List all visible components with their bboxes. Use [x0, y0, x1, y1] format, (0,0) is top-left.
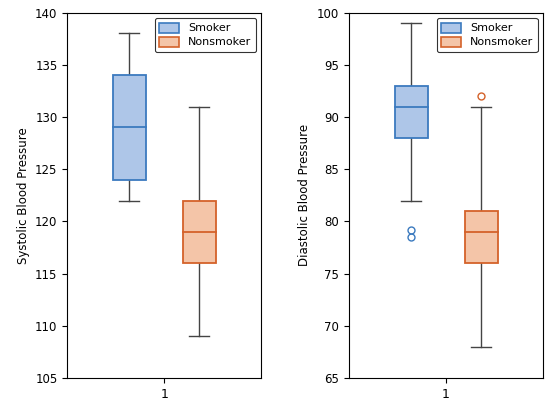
- Y-axis label: Diastolic Blood Pressure: Diastolic Blood Pressure: [298, 124, 311, 266]
- Bar: [113, 75, 146, 180]
- Legend: Smoker, Nonsmoker: Smoker, Nonsmoker: [437, 18, 538, 52]
- Bar: [464, 211, 497, 263]
- Bar: [183, 200, 216, 263]
- Legend: Smoker, Nonsmoker: Smoker, Nonsmoker: [155, 18, 256, 52]
- Bar: [395, 86, 428, 138]
- Y-axis label: Systolic Blood Pressure: Systolic Blood Pressure: [17, 127, 30, 264]
